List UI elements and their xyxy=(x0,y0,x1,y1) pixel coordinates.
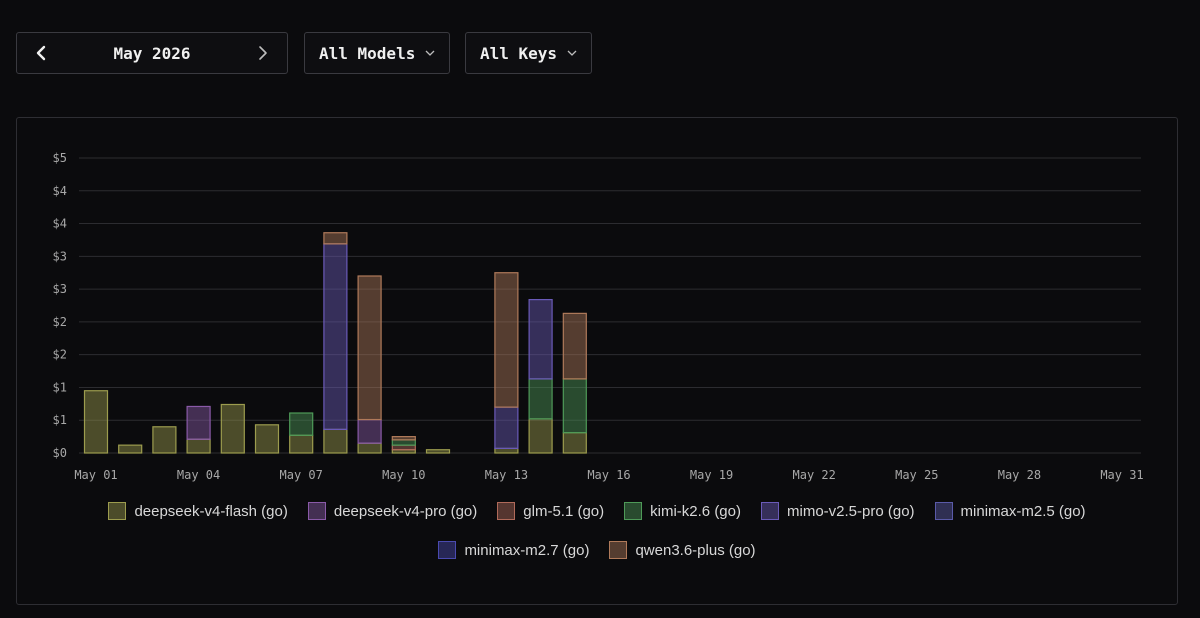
y-tick-label: $2 xyxy=(53,348,67,362)
x-tick-label: May 01 xyxy=(74,468,117,482)
legend-row: deepseek-v4-flash (go) deepseek-v4-pro (g… xyxy=(16,502,1178,520)
legend-item[interactable]: kimi-k2.6 (go) xyxy=(624,502,741,520)
x-tick-label: May 13 xyxy=(485,468,528,482)
y-tick-label: $3 xyxy=(53,249,67,263)
legend-label: qwen3.6-plus (go) xyxy=(635,541,756,559)
legend-swatch xyxy=(624,502,643,520)
y-tick-label: $0 xyxy=(53,446,67,460)
legend-item[interactable]: glm-5.1 (go) xyxy=(497,502,604,520)
legend-item[interactable]: deepseek-v4-flash (go) xyxy=(108,502,288,520)
legend-swatch xyxy=(609,541,628,559)
month-label: May 2026 xyxy=(113,44,191,63)
legend-label: minimax-m2.5 (go) xyxy=(960,502,1086,520)
y-tick-label: $4 xyxy=(53,217,67,231)
bar-segment[interactable] xyxy=(323,232,348,245)
bar-segment[interactable] xyxy=(152,426,177,454)
bar-segment[interactable] xyxy=(494,406,519,450)
legend-swatch xyxy=(761,502,779,520)
legend-item[interactable]: minimax-m2.5 (go) xyxy=(934,502,1086,520)
bar-segment[interactable] xyxy=(391,444,416,451)
month-navigator: May 2026 xyxy=(16,32,288,74)
x-tick-label: May 16 xyxy=(587,468,630,482)
legend-swatch xyxy=(108,502,127,520)
bar-segment[interactable] xyxy=(186,438,211,454)
legend-item[interactable]: minimax-m2.7 (go) xyxy=(438,541,589,559)
bar-segment[interactable] xyxy=(289,434,314,454)
bar-segment[interactable] xyxy=(562,312,587,380)
chart-panel: $0 $1 $1 $2 $2 $3 $3 $4 $4 $5 May 01 May 04 May 07 Ma… xyxy=(16,117,1178,605)
bar-segment[interactable] xyxy=(220,403,245,454)
y-tick-label: $2 xyxy=(53,315,67,329)
x-tick-label: May 10 xyxy=(382,468,425,482)
x-tick-label: May 31 xyxy=(1100,468,1143,482)
bar-segment[interactable] xyxy=(391,436,416,441)
chevron-down-icon xyxy=(567,47,577,60)
x-tick-label: May 22 xyxy=(793,468,836,482)
bar-segment[interactable] xyxy=(357,442,382,454)
bar-segment[interactable] xyxy=(562,432,587,454)
x-tick-label: May 04 xyxy=(177,468,220,482)
bar-segment[interactable] xyxy=(323,243,348,430)
x-tick-label: May 28 xyxy=(998,468,1041,482)
bar-segment[interactable] xyxy=(528,378,553,420)
legend-item[interactable]: mimo-v2.5-pro (go) xyxy=(761,502,915,520)
legend-item[interactable]: qwen3.6-plus (go) xyxy=(609,541,756,559)
legend-swatch xyxy=(934,502,953,520)
bar-segment[interactable] xyxy=(323,428,348,454)
y-tick-label: $1 xyxy=(53,380,67,394)
bar-segment[interactable] xyxy=(528,299,553,380)
x-tick-label: May 25 xyxy=(895,468,938,482)
bar-segment[interactable] xyxy=(289,412,314,436)
bar-segment[interactable] xyxy=(357,275,382,421)
legend-label: deepseek-v4-pro (go) xyxy=(333,502,478,520)
bar-segment[interactable] xyxy=(494,447,519,454)
legend-swatch xyxy=(307,502,326,520)
keys-dropdown[interactable]: All Keys xyxy=(465,32,592,74)
keys-dropdown-label: All Keys xyxy=(480,43,558,63)
bar-segment[interactable] xyxy=(357,418,382,444)
y-tick-label: $4 xyxy=(53,184,67,198)
bar-segment[interactable] xyxy=(528,418,553,454)
x-tick-label: May 07 xyxy=(280,468,323,482)
bar-segment[interactable] xyxy=(391,439,416,446)
legend-label: deepseek-v4-flash (go) xyxy=(134,502,288,520)
legend-row: minimax-m2.7 (go) qwen3.6-plus (go) xyxy=(16,541,1178,559)
chevron-right-icon[interactable] xyxy=(251,41,273,65)
usage-chart: $0 $1 $1 $2 $2 $3 $3 $4 $4 $5 May 01 May 04 May 07 Ma… xyxy=(53,151,1144,482)
legend-label: glm-5.1 (go) xyxy=(523,502,605,520)
models-dropdown[interactable]: All Models xyxy=(304,32,450,74)
legend-label: mimo-v2.5-pro (go) xyxy=(787,502,915,520)
bar-segment[interactable] xyxy=(118,444,143,454)
bar-segment[interactable] xyxy=(425,449,451,454)
bar-segment[interactable] xyxy=(494,272,519,408)
chevron-left-icon[interactable] xyxy=(31,41,53,65)
y-tick-label: $1 xyxy=(53,413,67,427)
bar-segment[interactable] xyxy=(562,378,587,434)
legend-label: kimi-k2.6 (go) xyxy=(650,502,741,520)
bar-segment[interactable] xyxy=(186,405,211,440)
chevron-down-icon xyxy=(425,47,435,60)
legend-label: minimax-m2.7 (go) xyxy=(464,541,590,559)
y-tick-label: $5 xyxy=(53,151,67,165)
bar-segment[interactable] xyxy=(254,424,280,454)
x-tick-label: May 19 xyxy=(690,468,733,482)
legend-swatch xyxy=(497,502,516,520)
legend-item[interactable]: deepseek-v4-pro (go) xyxy=(307,502,478,520)
legend-swatch xyxy=(438,541,457,559)
bar-segment[interactable] xyxy=(83,390,109,454)
y-tick-label: $3 xyxy=(53,282,67,296)
models-dropdown-label: All Models xyxy=(319,43,416,63)
